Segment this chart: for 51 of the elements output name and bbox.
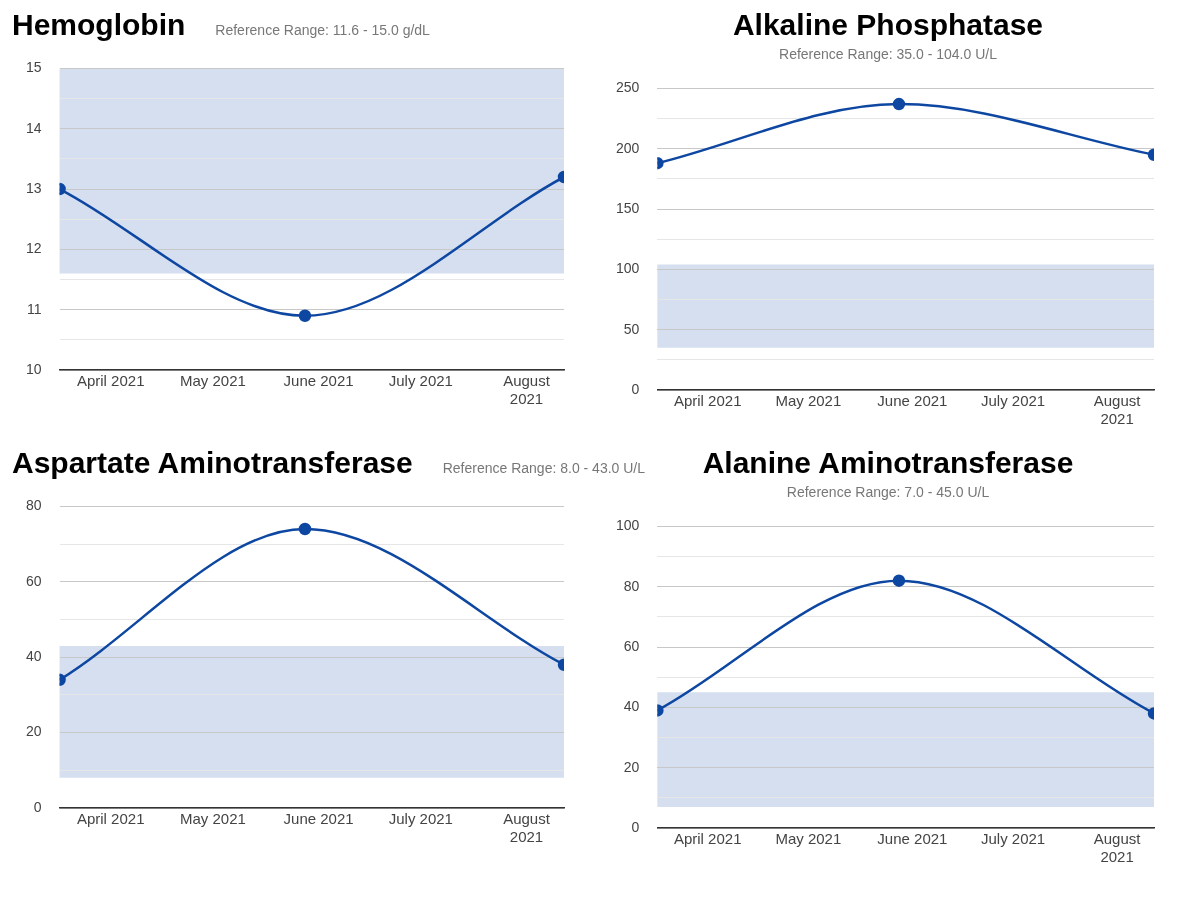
- y-tick-label: 15: [25, 59, 42, 76]
- y-tick-label: 100: [616, 517, 640, 534]
- x-tick-label: May 2021: [775, 392, 842, 410]
- x-tick-label: June 2021: [283, 810, 354, 828]
- y-tick-label: 80: [623, 577, 640, 594]
- y-tick-label: 60: [623, 637, 640, 654]
- x-tick-label: August 2021: [1093, 392, 1142, 428]
- y-tick-label: 50: [623, 320, 640, 337]
- y-tick-label: 20: [25, 723, 42, 740]
- chart-title: Aspartate Aminotransferase: [12, 446, 413, 480]
- y-tick-label: 200: [616, 139, 640, 156]
- y-tick-label: 12: [25, 240, 42, 257]
- y-tick-label: 13: [25, 179, 42, 196]
- x-tick-label: July 2021: [388, 810, 453, 828]
- y-tick-label: 80: [25, 497, 42, 514]
- chart-subtitle: Reference Range: 7.0 - 45.0 U/L: [785, 484, 991, 500]
- y-tick-label: 14: [25, 119, 42, 136]
- x-tick-label: May 2021: [180, 810, 246, 828]
- x-tick-label: June 2021: [283, 372, 354, 390]
- y-tick-label: 40: [623, 698, 640, 715]
- y-tick-label: 0: [33, 798, 42, 815]
- y-tick-label: 11: [27, 300, 42, 317]
- x-tick-label: June 2021: [877, 392, 948, 410]
- x-tick-label: August 2021: [1093, 830, 1142, 866]
- y-tick-label: 0: [631, 818, 640, 835]
- y-tick-label: 100: [616, 260, 640, 277]
- chart-title: Hemoglobin: [12, 8, 186, 42]
- x-tick-label: April 2021: [673, 830, 742, 848]
- x-tick-label: July 2021: [388, 372, 453, 390]
- chart-subtitle: Reference Range: 11.6 - 15.0 g/dL: [215, 22, 430, 38]
- x-tick-label: April 2021: [673, 392, 742, 410]
- y-tick-label: 150: [616, 199, 640, 216]
- chart-title: Alanine Aminotransferase: [702, 446, 1074, 479]
- x-tick-label: July 2021: [980, 392, 1046, 410]
- chart-subtitle: Reference Range: 35.0 - 104.0 U/L: [778, 46, 998, 62]
- y-tick-label: 0: [631, 380, 640, 397]
- y-tick-label: 40: [25, 648, 42, 665]
- x-tick-label: May 2021: [775, 830, 842, 848]
- x-tick-label: April 2021: [76, 810, 145, 828]
- x-tick-label: July 2021: [980, 830, 1046, 848]
- chart-title: Alkaline Phosphatase: [731, 8, 1045, 42]
- x-tick-label: May 2021: [180, 372, 246, 390]
- y-tick-label: 250: [616, 79, 640, 96]
- y-tick-label: 10: [25, 360, 42, 377]
- y-tick-label: 60: [25, 572, 42, 589]
- y-tick-label: 20: [623, 758, 640, 775]
- x-tick-label: April 2021: [76, 372, 145, 390]
- x-tick-label: August 2021: [503, 810, 551, 846]
- x-tick-label: June 2021: [877, 830, 948, 848]
- chart-subtitle: Reference Range: 8.0 - 43.0 U/L: [442, 460, 646, 476]
- x-tick-label: August 2021: [503, 372, 551, 408]
